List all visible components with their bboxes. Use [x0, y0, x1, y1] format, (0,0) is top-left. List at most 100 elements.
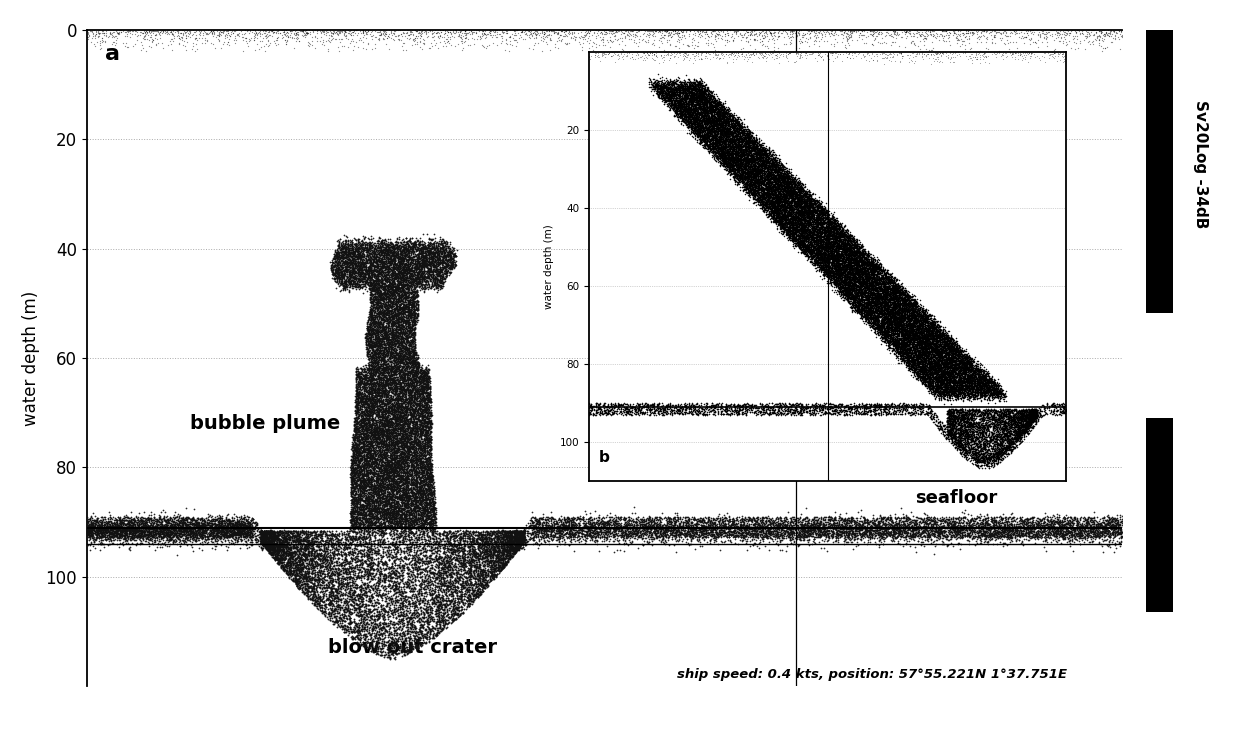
- Point: [839, 261, 859, 273]
- Point: [862, 524, 882, 536]
- Point: [363, 357, 383, 369]
- Point: [396, 471, 415, 483]
- Point: [791, 191, 811, 203]
- Point: [129, 515, 149, 527]
- Point: [366, 348, 386, 360]
- Point: [889, 307, 909, 319]
- Point: [810, 260, 830, 272]
- Point: [789, 225, 808, 237]
- Point: [363, 613, 383, 625]
- Point: [640, 404, 660, 416]
- Point: [420, 258, 440, 270]
- Point: [450, 593, 470, 605]
- Point: [799, 212, 818, 224]
- Point: [396, 377, 415, 389]
- Point: [828, 222, 848, 234]
- Point: [1011, 410, 1030, 422]
- Point: [684, 116, 704, 128]
- Point: [937, 348, 957, 360]
- Point: [945, 521, 965, 533]
- Point: [622, 518, 642, 530]
- Point: [376, 321, 396, 333]
- Point: [719, 122, 739, 134]
- Point: [392, 281, 412, 293]
- Point: [915, 354, 935, 366]
- Point: [381, 374, 401, 386]
- Point: [897, 346, 916, 358]
- Point: [897, 336, 916, 348]
- Point: [701, 102, 720, 114]
- Point: [797, 521, 817, 533]
- Point: [383, 292, 403, 304]
- Point: [465, 554, 485, 566]
- Point: [780, 398, 800, 410]
- Point: [141, 515, 161, 527]
- Point: [765, 207, 785, 219]
- Point: [947, 524, 967, 536]
- Point: [887, 347, 906, 359]
- Point: [807, 195, 827, 207]
- Point: [1022, 521, 1042, 533]
- Point: [897, 332, 916, 344]
- Point: [379, 501, 399, 513]
- Point: [355, 604, 374, 616]
- Point: [192, 519, 212, 531]
- Point: [342, 248, 362, 260]
- Point: [644, 516, 663, 528]
- Point: [394, 250, 414, 262]
- Point: [634, 512, 653, 524]
- Point: [689, 91, 709, 103]
- Point: [856, 286, 875, 298]
- Point: [704, 137, 724, 149]
- Point: [81, 530, 100, 542]
- Point: [734, 175, 754, 187]
- Point: [911, 342, 931, 354]
- Point: [789, 27, 808, 39]
- Point: [366, 251, 386, 263]
- Point: [346, 269, 366, 280]
- Point: [768, 172, 787, 184]
- Point: [393, 562, 413, 574]
- Point: [849, 255, 869, 267]
- Point: [872, 304, 892, 316]
- Point: [913, 345, 932, 357]
- Point: [875, 286, 895, 298]
- Point: [365, 248, 384, 260]
- Point: [398, 409, 418, 421]
- Point: [361, 475, 381, 487]
- Point: [1081, 521, 1101, 533]
- Point: [789, 181, 808, 193]
- Point: [941, 366, 961, 378]
- Point: [832, 238, 852, 250]
- Point: [842, 242, 862, 254]
- Point: [935, 518, 955, 530]
- Point: [857, 266, 877, 278]
- Point: [371, 239, 391, 251]
- Point: [383, 466, 403, 478]
- Point: [676, 111, 696, 123]
- Point: [177, 513, 197, 524]
- Point: [888, 523, 908, 535]
- Point: [374, 254, 394, 266]
- Point: [296, 579, 316, 591]
- Point: [357, 493, 377, 505]
- Point: [940, 390, 960, 402]
- Point: [443, 252, 463, 264]
- Point: [345, 444, 365, 456]
- Point: [791, 225, 811, 237]
- Point: [362, 554, 382, 565]
- Point: [260, 533, 280, 545]
- Point: [372, 336, 392, 348]
- Point: [408, 263, 428, 275]
- Point: [914, 308, 934, 320]
- Point: [355, 641, 374, 653]
- Point: [453, 560, 472, 571]
- Point: [911, 356, 931, 368]
- Point: [653, 531, 673, 543]
- Point: [352, 446, 372, 458]
- Point: [610, 399, 630, 411]
- Point: [837, 232, 857, 244]
- Point: [404, 573, 424, 585]
- Point: [474, 547, 494, 559]
- Point: [821, 239, 841, 251]
